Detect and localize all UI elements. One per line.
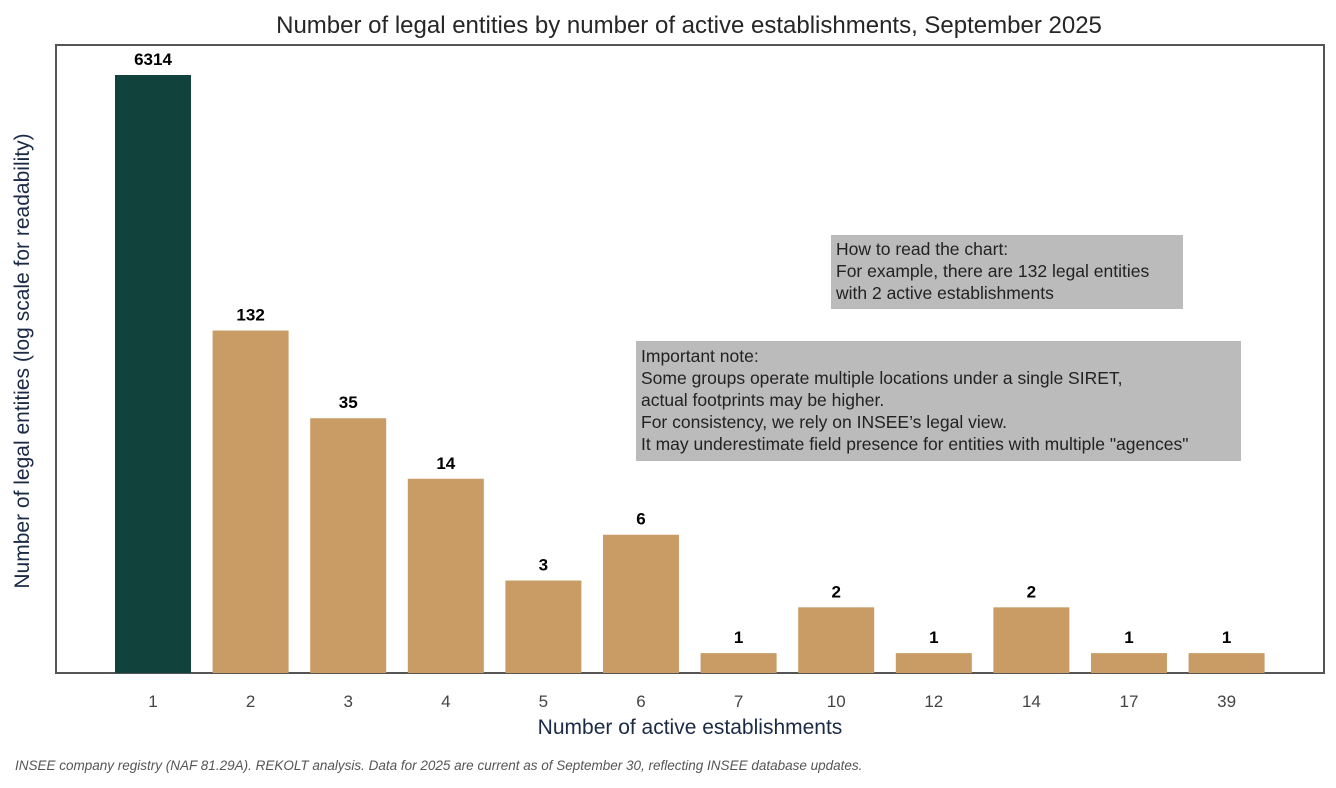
x-tick-10: 10 [827,692,846,711]
chart-title: Number of legal entities by number of ac… [276,12,1102,39]
bar-14 [993,607,1070,673]
bars [115,75,1265,673]
source-note: INSEE company registry (NAF 81.29A). REK… [15,758,863,773]
bar-label-12: 1 [929,628,938,647]
bar-6 [603,534,679,673]
x-tick-7: 7 [734,692,743,711]
bar-39 [1188,653,1265,673]
x-tick-39: 39 [1217,692,1236,711]
x-tick-4: 4 [441,692,450,711]
annotation-line: actual footprints may be higher. [641,390,884,410]
bar-label-3: 35 [339,393,358,412]
bar-label-10: 2 [831,582,840,601]
bar-label-39: 1 [1222,628,1231,647]
x-tick-5: 5 [539,692,548,711]
bar-7 [700,653,777,673]
x-tick-12: 12 [924,692,943,711]
x-tick-17: 17 [1120,692,1139,711]
bar-label-14: 2 [1027,582,1036,601]
annotation-line: Some groups operate multiple locations u… [641,368,1123,388]
bar-10 [798,607,875,673]
x-tick-14: 14 [1022,692,1041,711]
bar-label-5: 3 [539,556,548,575]
bar-17 [1091,653,1167,673]
bar-label-6: 6 [636,510,645,529]
annotation-line: For example, there are 132 legal entitie… [836,261,1149,281]
bar-label-4: 14 [436,454,455,473]
x-tick-2: 2 [246,692,255,711]
bar-12 [895,653,972,673]
annotation-how-to-read: How to read the chart: For example, ther… [831,235,1183,309]
bar-label-1: 6314 [134,50,172,69]
bar-2 [212,330,289,673]
bar-5 [505,580,582,673]
bar-label-2: 132 [236,306,264,325]
annotation-how-to-read-box [831,235,1183,309]
annotation-line: It may underestimate field presence for … [641,434,1188,454]
x-tick-3: 3 [343,692,352,711]
x-tick-1: 1 [148,692,157,711]
bar-1 [115,75,191,673]
bar-label-17: 1 [1124,628,1133,647]
x-tick-6: 6 [636,692,645,711]
bar-4 [407,478,484,673]
annotation-important-note-box [636,341,1241,461]
bar-3 [310,418,387,673]
y-axis-label: Number of legal entities (log scale for … [11,133,34,588]
bar-labels: 6314 132 35 14 3 6 1 2 1 2 1 1 [134,50,1231,647]
bar-label-7: 1 [734,628,743,647]
annotation-line: For consistency, we rely on INSEE’s lega… [641,412,1007,432]
annotation-line: with 2 active establishments [835,283,1054,303]
plot-frame [55,44,1325,674]
annotation-line: Important note: [641,346,759,366]
x-tick-labels: 1 2 3 4 5 6 7 10 12 14 17 39 [148,692,1236,711]
x-axis-label: Number of active establishments [538,716,843,739]
annotation-important-note: Important note: Some groups operate mult… [636,341,1241,461]
annotation-line: How to read the chart: [836,239,1008,259]
